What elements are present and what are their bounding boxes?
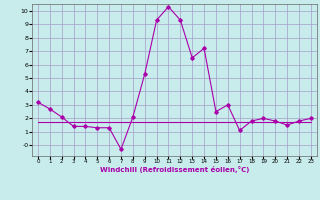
X-axis label: Windchill (Refroidissement éolien,°C): Windchill (Refroidissement éolien,°C) [100,166,249,173]
